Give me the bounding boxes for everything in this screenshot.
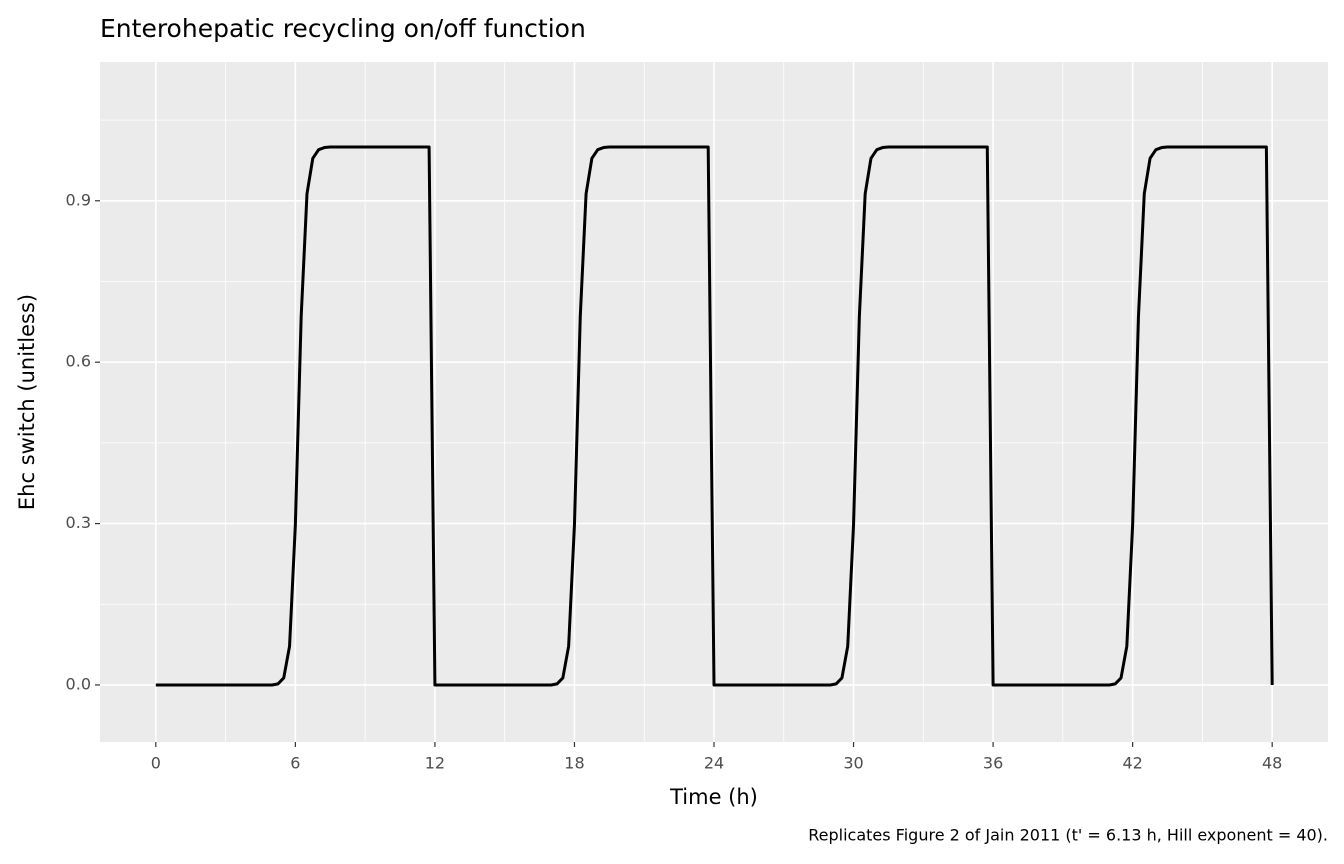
caption: Replicates Figure 2 of Jain 2011 (t' = 6… [808,826,1328,845]
x-tick-label: 6 [290,754,300,773]
x-tick-label: 18 [564,754,584,773]
y-tick-label: 0.0 [66,674,91,693]
y-tick-label: 0.9 [66,190,91,209]
x-tick-label: 48 [1262,754,1282,773]
x-tick-label: 42 [1122,754,1142,773]
y-axis-title: Ehc switch (unitless) [15,294,39,510]
y-tick-label: 0.6 [66,352,91,371]
line [155,145,1274,687]
x-tick-label: 36 [983,754,1003,773]
x-axis-title: Time (h) [669,785,758,809]
chart-title: Enterohepatic recycling on/off function [100,14,586,43]
y-tick-label: 0.3 [66,513,91,532]
x-tick-label: 0 [151,754,161,773]
x-tick-label: 12 [425,754,445,773]
x-tick-label: 30 [843,754,863,773]
x-tick-label: 24 [704,754,724,773]
